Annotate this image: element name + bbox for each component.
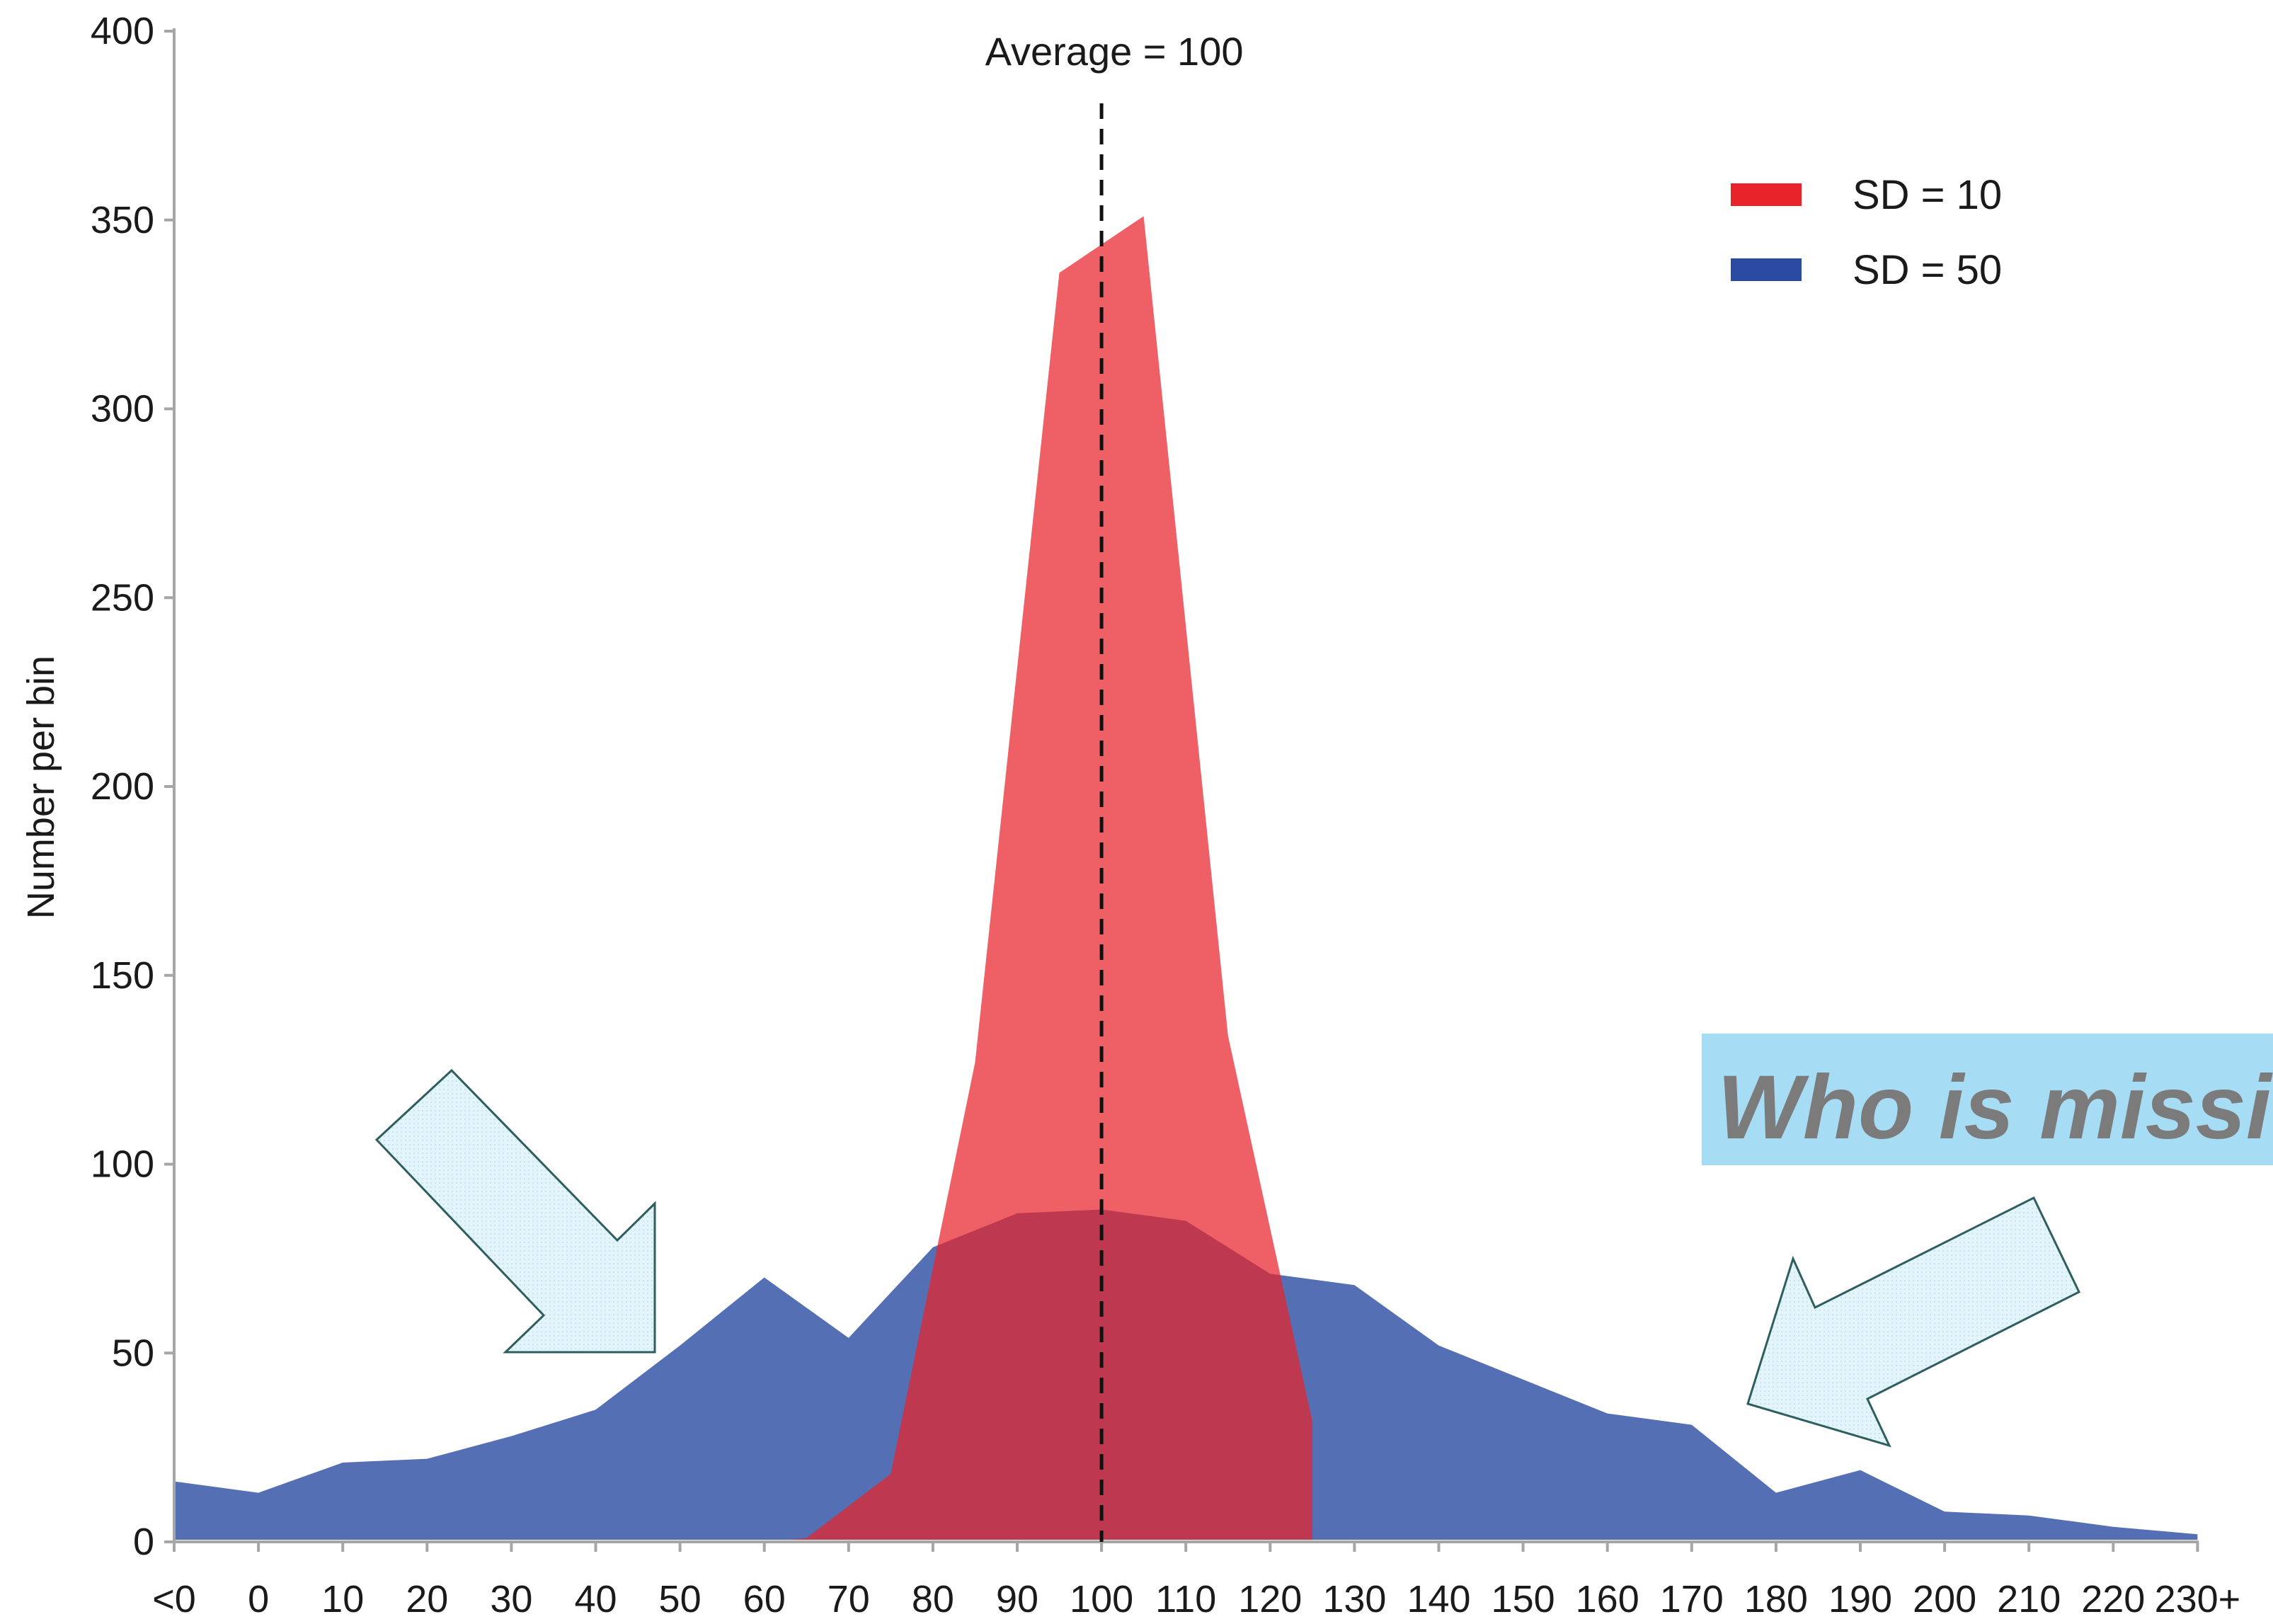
y-tick-label: 100 bbox=[91, 1143, 154, 1186]
y-tick-label: 350 bbox=[91, 199, 154, 241]
legend: SD = 10 SD = 50 bbox=[1731, 172, 2002, 293]
annotation-layer: Who is missi bbox=[374, 1034, 2273, 1448]
x-tick-label: 130 bbox=[1322, 1578, 1386, 1620]
x-tick-label: 190 bbox=[1828, 1578, 1892, 1620]
callout-box bbox=[1702, 1034, 2273, 1165]
x-tick-label: 90 bbox=[996, 1578, 1038, 1620]
x-tick-label: 110 bbox=[1155, 1578, 1216, 1620]
y-tick-label: 250 bbox=[91, 576, 154, 619]
x-tick-label: 140 bbox=[1407, 1578, 1470, 1620]
x-tick-label: 210 bbox=[1997, 1578, 2061, 1620]
x-tick-label: 200 bbox=[1913, 1578, 1976, 1620]
y-tick-label: 50 bbox=[112, 1332, 154, 1374]
x-tick-label: 30 bbox=[490, 1578, 532, 1620]
legend-label: SD = 50 bbox=[1853, 247, 2002, 293]
x-tick-label: 60 bbox=[743, 1578, 786, 1620]
x-tick-label: 230+ bbox=[2155, 1578, 2241, 1620]
average-marker: Average = 100 bbox=[985, 29, 1244, 1542]
x-tick-label: 20 bbox=[406, 1578, 448, 1620]
y-tick-label: 0 bbox=[133, 1521, 154, 1563]
x-tick-label: 120 bbox=[1238, 1578, 1302, 1620]
x-tick-label: 40 bbox=[574, 1578, 617, 1620]
x-tick-label: 0 bbox=[248, 1578, 269, 1620]
x-tick-label: 170 bbox=[1660, 1578, 1724, 1620]
series-sd10-area bbox=[788, 216, 1312, 1540]
x-tick-label: <0 bbox=[152, 1578, 196, 1620]
areas-layer bbox=[174, 216, 2198, 1540]
left-arrow-shape bbox=[374, 1068, 656, 1354]
x-tick-label: 180 bbox=[1744, 1578, 1808, 1620]
average-label: Average = 100 bbox=[985, 29, 1244, 74]
axes-layer: 0 50 100 150 200 250 300 350 400 <0 0 10 20 30 40 50 60 7… bbox=[20, 10, 2240, 1620]
y-tick-label: 400 bbox=[91, 10, 154, 52]
x-tick-label: 220 bbox=[2081, 1578, 2145, 1620]
x-tick-label: 50 bbox=[659, 1578, 702, 1620]
y-tick-label: 200 bbox=[91, 765, 154, 808]
x-tick-label: 70 bbox=[828, 1578, 870, 1620]
y-tick-label: 150 bbox=[91, 954, 154, 997]
legend-swatch bbox=[1731, 258, 1802, 281]
right-arrow-shape bbox=[1746, 1196, 2080, 1448]
y-tick-label: 300 bbox=[91, 388, 154, 430]
legend-swatch bbox=[1731, 183, 1802, 206]
legend-label: SD = 10 bbox=[1853, 172, 2002, 218]
x-tick-label: 160 bbox=[1576, 1578, 1639, 1620]
x-tick-label: 150 bbox=[1492, 1578, 1555, 1620]
y-axis-title: Number per bin bbox=[20, 656, 62, 919]
callout-text: Who is missi bbox=[1717, 1057, 2273, 1158]
x-tick-label: 100 bbox=[1070, 1578, 1133, 1620]
x-tick-label: 10 bbox=[321, 1578, 364, 1620]
x-tick-label: 80 bbox=[912, 1578, 954, 1620]
